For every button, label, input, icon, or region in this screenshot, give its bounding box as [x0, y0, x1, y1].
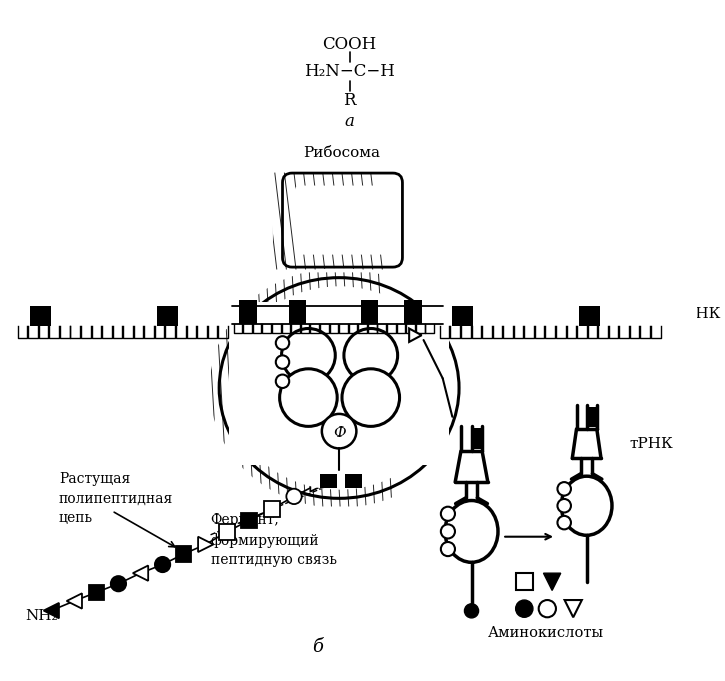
FancyBboxPatch shape: [295, 185, 390, 255]
Circle shape: [558, 482, 571, 496]
Bar: [219, 524, 234, 539]
Bar: [176, 546, 191, 562]
Circle shape: [111, 576, 126, 591]
Bar: [320, 475, 337, 488]
Ellipse shape: [561, 476, 612, 535]
Polygon shape: [67, 593, 82, 609]
Text: тРНК: тРНК: [630, 437, 674, 451]
Text: R: R: [344, 92, 356, 109]
Bar: [1, 302, 697, 328]
Ellipse shape: [210, 268, 468, 508]
Circle shape: [558, 499, 571, 513]
Bar: [229, 311, 450, 464]
Polygon shape: [133, 565, 148, 581]
Bar: [473, 428, 482, 449]
Bar: [588, 407, 597, 427]
Circle shape: [155, 557, 170, 572]
Text: Аминокислоты: Аминокислоты: [487, 626, 603, 639]
Circle shape: [539, 600, 556, 617]
Circle shape: [342, 369, 399, 426]
Text: Фермент,
формирующий
пептидную связь: Фермент, формирующий пептидную связь: [210, 513, 336, 567]
Circle shape: [441, 542, 455, 556]
Circle shape: [465, 604, 479, 618]
Circle shape: [286, 489, 302, 504]
Circle shape: [441, 524, 455, 539]
Circle shape: [276, 355, 289, 369]
Bar: [265, 501, 280, 517]
Bar: [405, 300, 422, 323]
Circle shape: [322, 414, 357, 448]
Circle shape: [280, 369, 337, 426]
Bar: [515, 573, 533, 590]
Text: NH₂: NH₂: [25, 609, 58, 623]
Text: иРНК: иРНК: [676, 307, 721, 321]
Bar: [30, 306, 51, 326]
Ellipse shape: [228, 286, 450, 490]
Circle shape: [281, 328, 335, 382]
Bar: [241, 513, 257, 528]
Bar: [289, 300, 307, 323]
Bar: [579, 306, 600, 326]
Circle shape: [276, 375, 289, 388]
Bar: [345, 475, 362, 488]
Polygon shape: [44, 603, 59, 618]
Polygon shape: [409, 328, 422, 342]
Circle shape: [441, 507, 455, 521]
Text: Рибосома: Рибосома: [304, 146, 381, 160]
Text: Растущая
полипептидная
цепь: Растущая полипептидная цепь: [59, 473, 173, 526]
Bar: [361, 300, 378, 323]
Polygon shape: [565, 600, 582, 617]
Polygon shape: [544, 573, 560, 590]
Text: H₂N−C−H: H₂N−C−H: [304, 63, 395, 80]
Polygon shape: [198, 537, 213, 552]
Circle shape: [558, 516, 571, 529]
Bar: [452, 306, 473, 326]
Ellipse shape: [445, 501, 498, 563]
FancyBboxPatch shape: [283, 173, 402, 267]
Circle shape: [515, 600, 533, 617]
Bar: [157, 306, 178, 326]
Bar: [239, 300, 257, 323]
Circle shape: [344, 328, 397, 382]
Ellipse shape: [229, 287, 450, 489]
Text: б: б: [312, 638, 323, 656]
Text: COOH: COOH: [323, 36, 377, 53]
Bar: [88, 585, 104, 600]
Circle shape: [276, 336, 289, 349]
Polygon shape: [310, 476, 326, 492]
Text: Ф: Ф: [333, 426, 345, 440]
Text: a: a: [344, 113, 355, 130]
